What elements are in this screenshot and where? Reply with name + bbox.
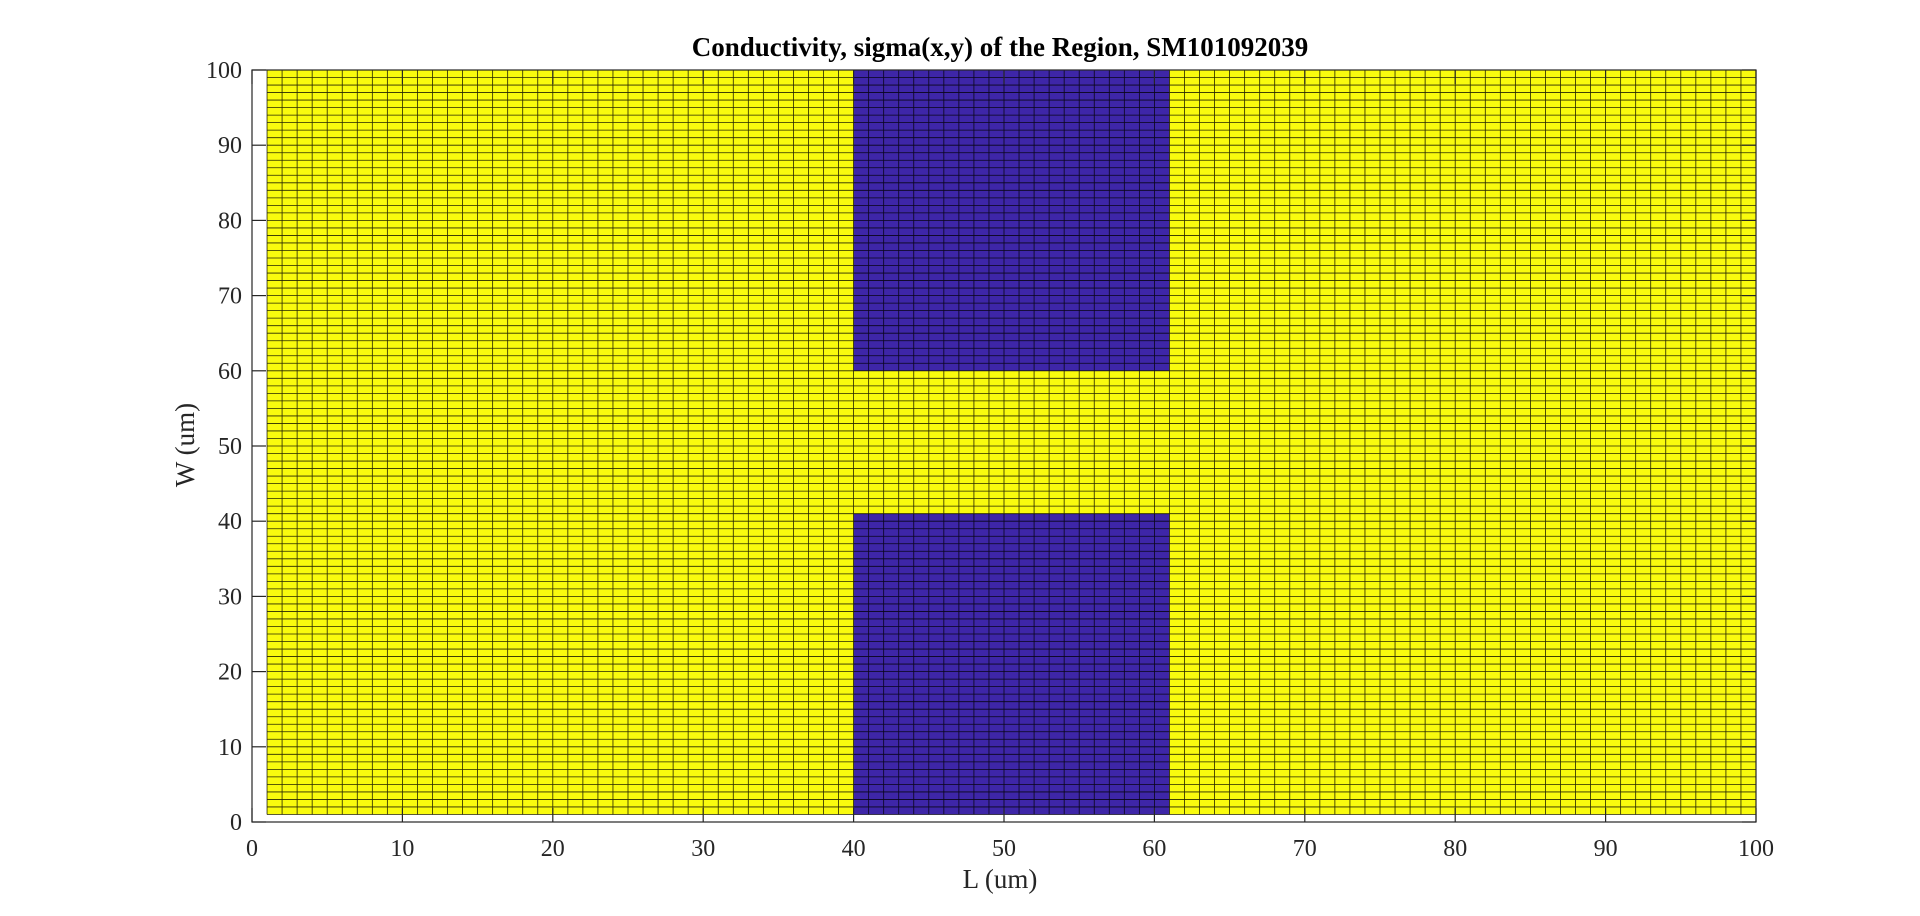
cell-edges [266,69,1757,815]
y-tick-label: 0 [230,810,242,836]
x-tick-label: 100 [1738,836,1774,862]
x-tick-label: 50 [992,836,1016,862]
x-tick-label: 10 [390,836,414,862]
cell-grid-lines [266,69,1757,815]
x-tick-label: 70 [1293,836,1317,862]
y-axis-label: W (um) [170,403,200,487]
x-axis-label: L (um) [963,864,1038,894]
x-tick-label: 30 [691,836,715,862]
y-tick-label: 50 [218,434,242,460]
x-tick-label: 80 [1443,836,1467,862]
x-tick-label: 0 [246,836,258,862]
x-tick-label: 90 [1594,836,1618,862]
y-tick-label: 40 [218,509,242,535]
y-tick-label: 100 [206,58,242,84]
chart-title: Conductivity, sigma(x,y) of the Region, … [692,32,1309,62]
heatmap-cells [267,70,1756,815]
y-tick-label: 10 [218,735,242,761]
x-tick-label: 60 [1142,836,1166,862]
x-tick-label: 20 [541,836,565,862]
y-tick-label: 60 [218,359,242,385]
x-axis-tick-labels: 0 10 20 30 40 50 60 70 80 90 100 [246,836,1774,862]
x-tick-label: 40 [842,836,866,862]
y-tick-label: 30 [218,584,242,610]
axis-ticks [251,69,1757,823]
y-axis-tick-labels: 0 10 20 30 40 50 60 70 80 90 100 [206,58,242,836]
y-tick-label: 80 [218,208,242,234]
plot-area [251,69,1757,823]
y-tick-label: 20 [218,660,242,686]
y-tick-label: 90 [218,133,242,159]
y-tick-label: 70 [218,284,242,310]
